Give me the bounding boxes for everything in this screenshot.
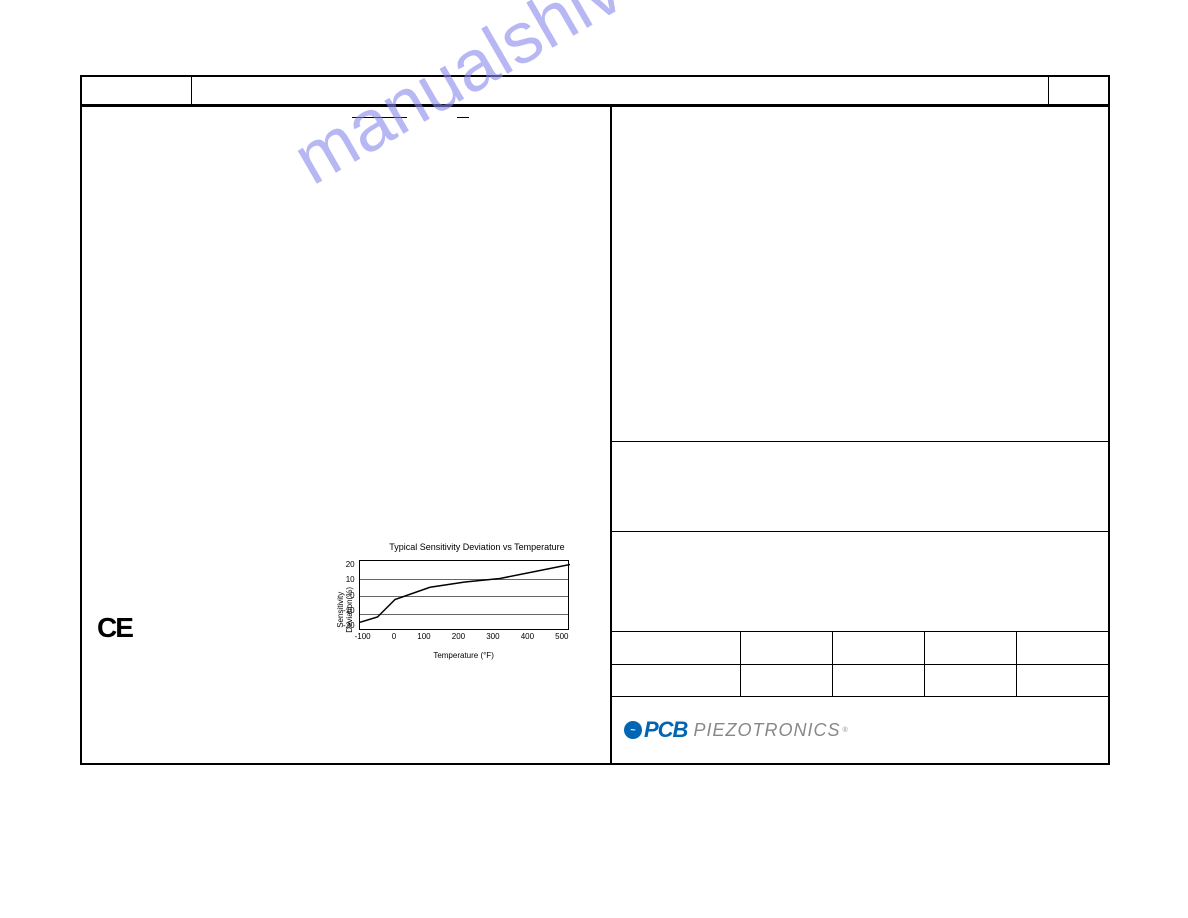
table-cell: [833, 632, 925, 664]
header-cell-title: [192, 77, 1048, 104]
x-axis-label: Temperature (°F): [359, 651, 569, 660]
pcb-logo: ~ PCB PIEZOTRONICS ®: [624, 717, 848, 743]
x-axis-ticks: -100 0 100 200 300 400 500: [355, 632, 569, 641]
logo-wave-icon: ~: [624, 721, 642, 739]
x-tick: 0: [392, 632, 396, 641]
sensitivity-chart: Typical Sensitivity Deviation vs Tempera…: [337, 542, 617, 660]
accessories-section: [612, 532, 1108, 632]
table-cell: [612, 632, 741, 664]
header-cell-model: [82, 77, 192, 104]
main-body: CE Typical Sensitivity Deviation vs Temp…: [82, 107, 1108, 763]
table-cell: [1017, 665, 1108, 697]
table-row: [612, 632, 1108, 665]
x-tick: 200: [452, 632, 465, 641]
chart-line-svg: [360, 561, 570, 631]
logo-trademark: ®: [842, 727, 847, 734]
chart-title: Typical Sensitivity Deviation vs Tempera…: [337, 542, 617, 552]
left-spec-panel: CE Typical Sensitivity Deviation vs Temp…: [82, 107, 612, 763]
table-cell: [741, 632, 833, 664]
y-tick: -10: [337, 606, 355, 615]
y-tick: 10: [337, 575, 355, 584]
table-cell: [612, 665, 741, 697]
x-tick: 500: [555, 632, 568, 641]
chart-plot-wrapper: 20 10 0 -10 -20: [359, 560, 569, 660]
approval-table: [612, 632, 1108, 697]
logo-brand-light: PIEZOTRONICS: [693, 720, 840, 741]
y-axis-ticks: 20 10 0 -10 -20: [337, 560, 355, 630]
table-row: [612, 665, 1108, 697]
logo-brand-bold: PCB: [644, 717, 687, 743]
x-tick: -100: [355, 632, 371, 641]
header-row: [82, 77, 1108, 107]
table-cell: [833, 665, 925, 697]
chart-body: SensitivityDeviation(%) 20 10 0 -10 -20: [337, 560, 617, 660]
header-cell-rev: [1048, 77, 1108, 104]
footer-section: ~ PCB PIEZOTRONICS ®: [612, 697, 1108, 763]
column-underlines: [352, 117, 469, 118]
options-section: [612, 107, 1108, 442]
underline-si: [457, 117, 469, 118]
y-tick: 20: [337, 560, 355, 569]
data-line: [360, 565, 570, 623]
table-cell: [925, 665, 1017, 697]
y-tick: 0: [337, 591, 355, 600]
spec-sheet-frame: CE Typical Sensitivity Deviation vs Temp…: [80, 75, 1110, 765]
x-tick: 400: [521, 632, 534, 641]
notes-section: [612, 442, 1108, 532]
x-tick: 300: [486, 632, 499, 641]
y-tick: -20: [337, 621, 355, 630]
table-cell: [925, 632, 1017, 664]
ce-mark: CE: [97, 612, 132, 644]
underline-english: [352, 117, 407, 118]
table-cell: [1017, 632, 1108, 664]
right-info-panel: ~ PCB PIEZOTRONICS ®: [612, 107, 1108, 763]
plot-area: [359, 560, 569, 630]
table-cell: [741, 665, 833, 697]
x-tick: 100: [417, 632, 430, 641]
